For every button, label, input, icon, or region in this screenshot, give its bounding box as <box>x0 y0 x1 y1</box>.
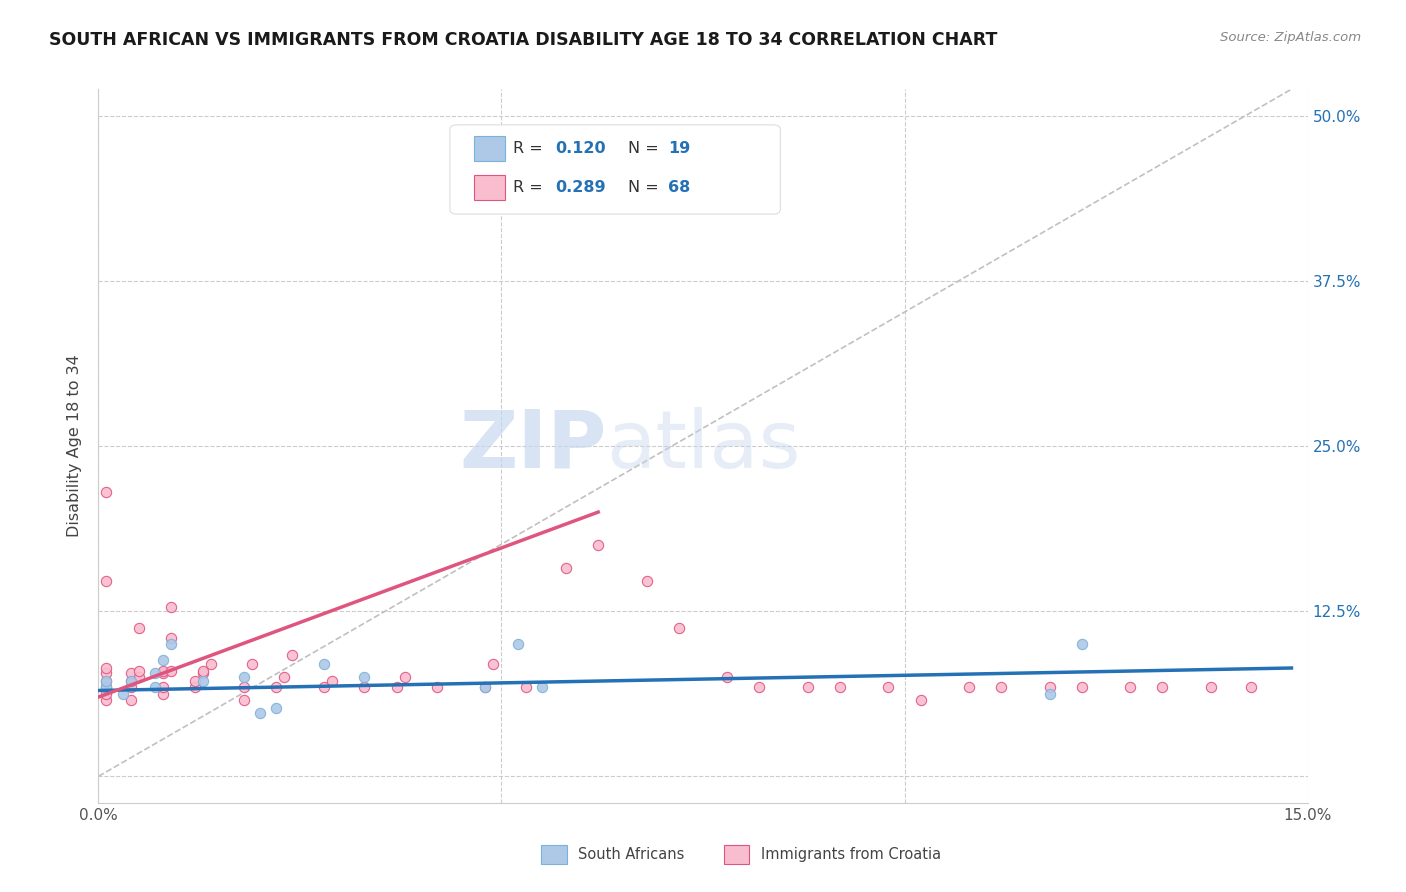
Point <box>96 680 118 694</box>
Text: 0.120: 0.120 <box>555 142 606 156</box>
Point <box>184 680 207 694</box>
Point <box>200 657 222 671</box>
Point <box>321 674 343 689</box>
Point <box>96 692 118 706</box>
Point <box>120 680 142 694</box>
Point <box>716 670 738 684</box>
Point <box>152 666 174 681</box>
Point <box>394 670 416 684</box>
Point <box>281 648 304 662</box>
Point <box>668 621 690 635</box>
Point <box>1039 688 1062 702</box>
Point <box>96 674 118 689</box>
Point <box>96 680 118 694</box>
Point <box>152 680 174 694</box>
Point <box>128 621 150 635</box>
Point <box>152 688 174 702</box>
Point <box>96 485 118 500</box>
Point <box>240 657 263 671</box>
Text: R =: R = <box>513 142 548 156</box>
Text: N =: N = <box>628 180 665 194</box>
Point <box>128 664 150 678</box>
Point <box>797 680 820 694</box>
Point <box>482 657 505 671</box>
Point <box>273 670 295 684</box>
Text: 68: 68 <box>668 180 690 194</box>
Point <box>264 680 287 694</box>
Point <box>152 664 174 678</box>
Text: 0.289: 0.289 <box>555 180 606 194</box>
Point <box>748 680 770 694</box>
Point <box>426 680 449 694</box>
Point <box>530 680 553 694</box>
Point <box>314 657 336 671</box>
Text: SOUTH AFRICAN VS IMMIGRANTS FROM CROATIA DISABILITY AGE 18 TO 34 CORRELATION CHA: SOUTH AFRICAN VS IMMIGRANTS FROM CROATIA… <box>49 31 998 49</box>
Point <box>314 680 336 694</box>
Point <box>353 680 375 694</box>
Point <box>636 574 658 588</box>
Y-axis label: Disability Age 18 to 34: Disability Age 18 to 34 <box>67 355 83 537</box>
Point <box>385 680 408 694</box>
Point <box>160 664 183 678</box>
Point <box>232 692 254 706</box>
Point <box>160 631 183 645</box>
Point <box>184 674 207 689</box>
Point <box>120 666 142 681</box>
Point <box>193 674 215 689</box>
Point <box>96 574 118 588</box>
Point <box>474 680 496 694</box>
Point <box>232 670 254 684</box>
Point <box>143 680 166 694</box>
Point <box>1119 680 1142 694</box>
Text: R =: R = <box>513 180 548 194</box>
Point <box>474 680 496 694</box>
Point <box>120 692 142 706</box>
Point <box>96 666 118 681</box>
Point <box>828 680 851 694</box>
Point <box>111 688 134 702</box>
Point <box>555 560 578 574</box>
Text: Immigrants from Croatia: Immigrants from Croatia <box>761 847 941 862</box>
Point <box>143 666 166 681</box>
Point <box>586 538 609 552</box>
Point <box>877 680 900 694</box>
Point <box>506 637 529 651</box>
Point <box>128 670 150 684</box>
Point <box>249 706 271 720</box>
Point <box>193 664 215 678</box>
Point <box>1070 680 1092 694</box>
Point <box>120 674 142 689</box>
Text: N =: N = <box>628 142 665 156</box>
Point <box>96 661 118 675</box>
Point <box>515 680 537 694</box>
Point <box>193 666 215 681</box>
Point <box>96 674 118 689</box>
Text: South Africans: South Africans <box>578 847 685 862</box>
Point <box>1240 680 1263 694</box>
Point <box>232 680 254 694</box>
Point <box>1152 680 1174 694</box>
Point <box>160 637 183 651</box>
Text: ZIP: ZIP <box>458 407 606 485</box>
Point <box>96 688 118 702</box>
Text: atlas: atlas <box>606 407 800 485</box>
Point <box>990 680 1012 694</box>
Point <box>120 674 142 689</box>
Text: 19: 19 <box>668 142 690 156</box>
Point <box>1199 680 1222 694</box>
Point <box>1070 637 1092 651</box>
Point <box>957 680 980 694</box>
Point <box>910 692 932 706</box>
Point <box>160 600 183 615</box>
Point <box>1039 680 1062 694</box>
Point <box>152 653 174 667</box>
Text: Source: ZipAtlas.com: Source: ZipAtlas.com <box>1220 31 1361 45</box>
Point <box>264 700 287 714</box>
Point <box>353 670 375 684</box>
